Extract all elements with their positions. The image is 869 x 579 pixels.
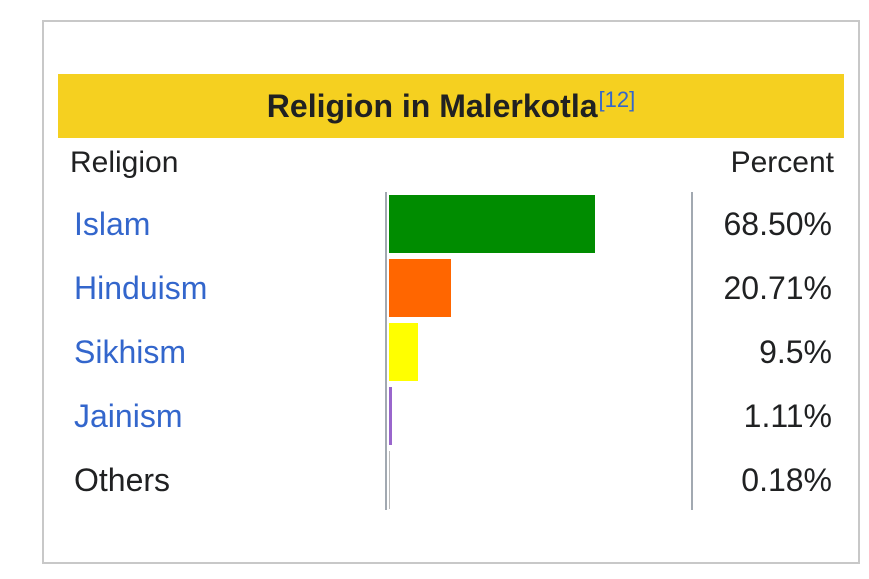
value-label-others: 0.18% xyxy=(741,462,832,498)
category-label-hinduism[interactable]: Hinduism xyxy=(74,270,208,306)
column-header-percent: Percent xyxy=(730,146,834,179)
bar-islam xyxy=(389,195,595,253)
category-label-islam[interactable]: Islam xyxy=(74,206,151,242)
chart-title-bar: Religion in Malerkotla [12] xyxy=(58,74,844,138)
bar-axis-line xyxy=(385,192,387,510)
category-label-jainism[interactable]: Jainism xyxy=(74,398,183,434)
bar-hinduism xyxy=(389,259,452,317)
citation-link[interactable]: [12] xyxy=(598,87,636,112)
category-label-others: Others xyxy=(74,462,171,498)
column-header-religion: Religion xyxy=(70,146,179,179)
value-label-sikhism: 9.5% xyxy=(759,334,832,370)
value-label-jainism: 1.11% xyxy=(743,398,832,434)
bar-others xyxy=(389,451,390,509)
value-label-hinduism: 20.71% xyxy=(723,270,832,306)
value-label-islam: 68.50% xyxy=(723,206,832,242)
bar-sikhism xyxy=(389,323,418,381)
category-label-sikhism[interactable]: Sikhism xyxy=(74,334,187,370)
bar-jainism xyxy=(389,387,393,445)
value-divider-line xyxy=(691,192,693,510)
chart-title: Religion in Malerkotla xyxy=(266,87,598,124)
